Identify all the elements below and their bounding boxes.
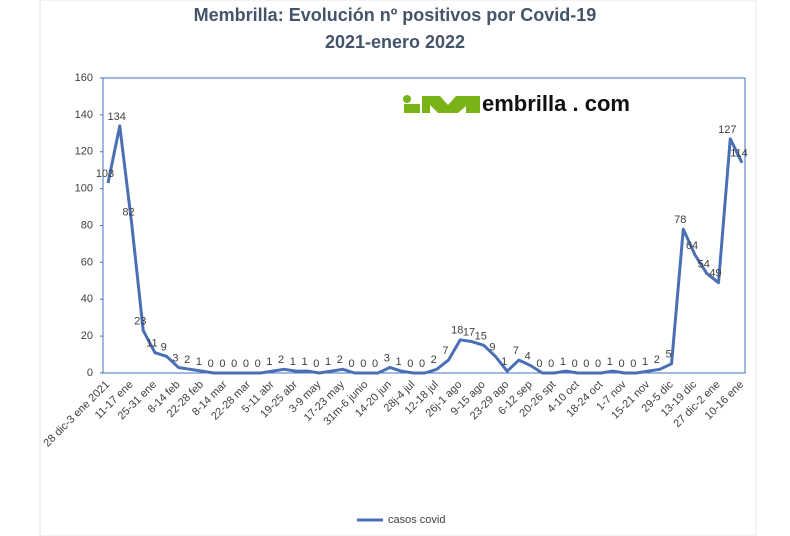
data-label: 0 (419, 358, 425, 370)
data-label: 9 (161, 341, 167, 353)
data-label: 2 (654, 354, 660, 366)
data-label: 15 (475, 330, 487, 342)
data-label: 134 (108, 111, 126, 123)
data-label: 4 (525, 351, 531, 363)
y-tick-label: 20 (81, 330, 93, 342)
y-tick-label: 100 (75, 183, 93, 195)
y-tick-label: 120 (75, 146, 93, 158)
data-label: 18 (451, 325, 463, 337)
data-label: 17 (463, 327, 475, 339)
data-label: 0 (407, 358, 413, 370)
data-label: 1 (642, 356, 648, 368)
data-label: 127 (718, 124, 736, 136)
data-label: 2 (431, 354, 437, 366)
data-label: 2 (278, 354, 284, 366)
watermark: embrilla . com (482, 91, 630, 116)
data-label: 1 (302, 356, 308, 368)
data-label: 64 (686, 240, 698, 252)
data-label: 3 (172, 352, 178, 364)
y-tick-label: 60 (81, 256, 93, 268)
legend-label: casos covid (388, 514, 445, 526)
y-tick-label: 0 (87, 367, 93, 379)
data-label: 1 (325, 356, 331, 368)
data-label: 1 (395, 356, 401, 368)
logo-bar (404, 104, 420, 113)
data-label: 7 (513, 345, 519, 357)
data-label: 0 (360, 358, 366, 370)
chart-frame (39, 0, 757, 536)
data-label: 0 (243, 358, 249, 370)
data-label: 78 (674, 214, 686, 226)
series-line (106, 124, 744, 375)
data-label: 0 (372, 358, 378, 370)
y-tick-label: 40 (81, 293, 93, 305)
data-label: 103 (96, 168, 114, 180)
data-label: 0 (583, 358, 589, 370)
data-label: 7 (442, 345, 448, 357)
logo (403, 95, 480, 113)
data-label: 2 (337, 354, 343, 366)
y-tick-label: 80 (81, 219, 93, 231)
data-label: 1 (501, 356, 507, 368)
data-label: 11 (146, 338, 157, 350)
data-label: 0 (219, 358, 225, 370)
data-label: 1 (560, 356, 566, 368)
logo-m (422, 96, 480, 113)
data-label: 0 (313, 358, 319, 370)
data-label: 1 (290, 356, 296, 368)
data-label: 54 (698, 258, 710, 270)
data-label: 23 (134, 316, 146, 328)
data-label: 0 (255, 358, 261, 370)
data-label: 0 (536, 358, 542, 370)
data-label: 3 (384, 352, 390, 364)
data-label: 5 (665, 349, 671, 361)
data-label: 49 (709, 268, 721, 280)
data-label: 2 (184, 354, 190, 366)
data-label: 1 (607, 356, 613, 368)
data-label: 0 (595, 358, 601, 370)
data-label: 114 (730, 148, 748, 160)
data-label: 82 (122, 207, 134, 219)
y-tick-label: 140 (75, 109, 93, 121)
data-label: 0 (348, 358, 354, 370)
data-label: 1 (196, 356, 202, 368)
data-label: 0 (231, 358, 237, 370)
data-label: 9 (489, 341, 495, 353)
data-label: 1 (266, 356, 272, 368)
chart-subtitle: 2021-enero 2022 (325, 32, 465, 52)
chart-title: Membrilla: Evolución nº positivos por Co… (194, 5, 597, 25)
data-label: 0 (630, 358, 636, 370)
data-label: 0 (548, 358, 554, 370)
logo-dot (403, 95, 411, 103)
data-label: 0 (619, 358, 625, 370)
data-label: 0 (208, 358, 214, 370)
y-tick-label: 160 (75, 72, 93, 84)
data-label: 0 (572, 358, 578, 370)
